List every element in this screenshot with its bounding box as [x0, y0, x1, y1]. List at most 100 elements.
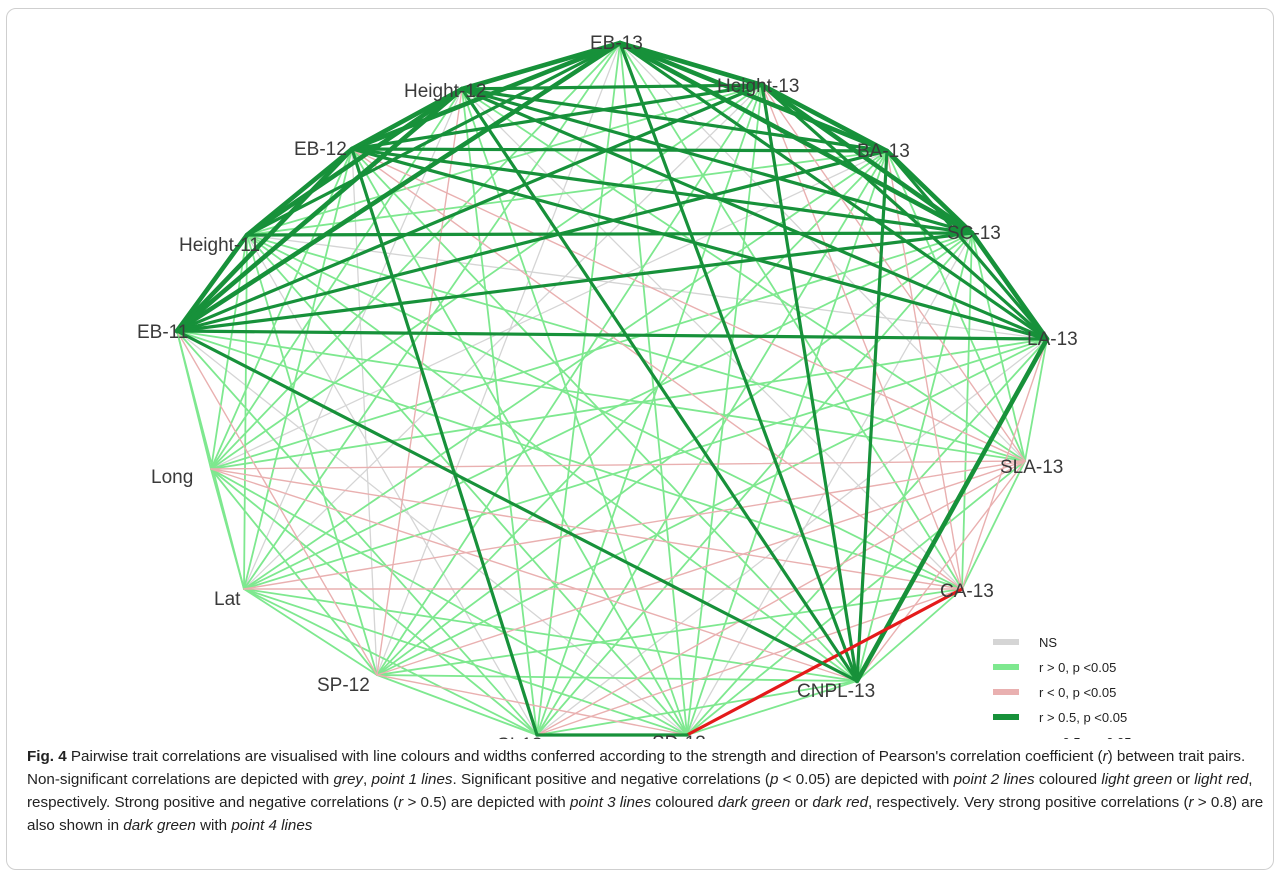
edge-pos_str [175, 83, 764, 333]
edge-pos [376, 150, 888, 676]
figure-label: Fig. 4 [27, 748, 67, 765]
node-label-sla-13: SLA-13 [1000, 457, 1063, 478]
caption-grey: grey [333, 771, 363, 788]
edge-neg [351, 148, 963, 590]
edge-pos_str [460, 87, 889, 153]
caption-text: or [790, 794, 813, 811]
edge-pos [461, 88, 1026, 462]
caption-text: Pairwise trait correlations are visualis… [66, 748, 1103, 765]
caption-text: . Significant positive and negative corr… [452, 771, 770, 788]
edge-ns [246, 234, 538, 736]
edge-neg [210, 468, 963, 590]
caption-point1: point 1 lines [371, 771, 453, 788]
caption-light-red: light red [1194, 771, 1249, 788]
edge-pos [210, 88, 463, 470]
edge-pos_vstr [349, 86, 465, 152]
edge-neg [856, 460, 1026, 682]
edge-neg [210, 460, 1026, 470]
edge-pos_str [350, 147, 889, 153]
caption-point3: point 3 lines [569, 794, 652, 811]
caption-dark-green: dark green [123, 817, 196, 834]
edge-pos [176, 330, 1026, 462]
edge-pos [856, 588, 963, 682]
edge-pos_vstr [459, 40, 623, 92]
caption-r-symbol: r [1188, 794, 1194, 811]
edge-pos [376, 674, 858, 682]
edge-pos_vstr [174, 40, 623, 334]
edge-pos [619, 42, 963, 590]
edge-pos [210, 468, 688, 736]
edge-pos [210, 232, 973, 470]
edge-pos [536, 680, 858, 736]
edge-pos [176, 330, 538, 736]
node-label-ca-13: CA-13 [940, 581, 994, 602]
edge-pos_str [618, 41, 1049, 341]
edge-pos_vstr [617, 40, 765, 88]
edge-pos_vstr [174, 86, 465, 334]
edge-pos_str [760, 83, 1049, 341]
edge-pos [461, 88, 538, 736]
caption-text: , respectively. Strong positive and nega… [27, 771, 1253, 811]
edge-pos [686, 460, 1026, 736]
node-label-eb-12: EB-12 [294, 139, 347, 160]
edge-pos_str [175, 329, 859, 683]
node-label-sp-12: SP-12 [317, 675, 370, 696]
edge-ns [351, 148, 378, 676]
caption-r-symbol: r [1102, 748, 1108, 765]
node-label-eb-13: EB-13 [590, 33, 643, 54]
node-label-height-11: Height-11 [179, 235, 260, 256]
edge-pos_vstr [854, 336, 1050, 684]
edge-ns [536, 338, 1048, 736]
edge-pos [210, 338, 1048, 470]
edge-pos_str [760, 83, 859, 683]
edge-pos [243, 588, 858, 682]
correlation-network: EB-13 Height-13 BA-13 SC-13 LA-13 SLA-13 CA-13… [137, 33, 1132, 739]
edge-neg [351, 148, 1026, 462]
edge-pos [246, 150, 888, 236]
caption-dark-red: dark red [812, 794, 869, 811]
edge-pos_str [460, 87, 974, 235]
caption-text: coloured [651, 794, 718, 811]
caption-text: coloured [1034, 771, 1102, 788]
edge-pos [246, 234, 378, 676]
edge-pos_str [245, 231, 974, 237]
edge-pos [376, 588, 963, 676]
edge-pos [536, 42, 621, 736]
figure-caption: Fig. 4 Pairwise trait correlations are v… [27, 745, 1273, 837]
caption-text: with [195, 817, 232, 834]
edge-pos_str [460, 87, 859, 683]
edge-pos [243, 338, 1048, 590]
edge-pos [176, 330, 963, 590]
edge-pos [376, 232, 973, 676]
edge-pos_vstr [759, 82, 890, 154]
caption-dark-green: dark green [717, 794, 791, 811]
caption-text: > 0.8) are also shown in [27, 794, 1264, 834]
caption-point4: point 4 lines [231, 817, 313, 834]
edge-neg [210, 468, 858, 682]
node-label-lat: Lat [214, 589, 241, 610]
node-label-sc-13: SC-13 [947, 223, 1001, 244]
edge-pos [176, 330, 212, 470]
edge-neg [243, 460, 1026, 590]
edge-pos_str [175, 329, 1049, 341]
caption-text: < 0.05) are depicted with [778, 771, 954, 788]
edge-pos [376, 674, 538, 736]
edge-pos [246, 84, 763, 236]
node-label-long: Long [151, 467, 193, 488]
edge-ns [176, 330, 688, 736]
edge-pos_vstr [244, 86, 465, 238]
edge-pos [961, 460, 1026, 590]
node-labels: EB-13 Height-13 BA-13 SC-13 LA-13 SLA-13 CA-13… [137, 33, 1078, 739]
edges-strong [174, 40, 1050, 737]
edge-pos [246, 234, 963, 590]
edge-neg [376, 460, 1026, 676]
edge-pos_vstr [884, 148, 975, 236]
edge-pos_str [855, 149, 889, 683]
caption-text: ) between trait pairs. Non-significant c… [27, 748, 1246, 788]
legend-label-ns: NS [1039, 635, 1057, 650]
edge-pos [243, 232, 973, 590]
edge-neg [536, 588, 963, 736]
caption-p-symbol: p [769, 771, 779, 788]
edge-pos [351, 148, 688, 736]
edge-pos [243, 148, 353, 590]
